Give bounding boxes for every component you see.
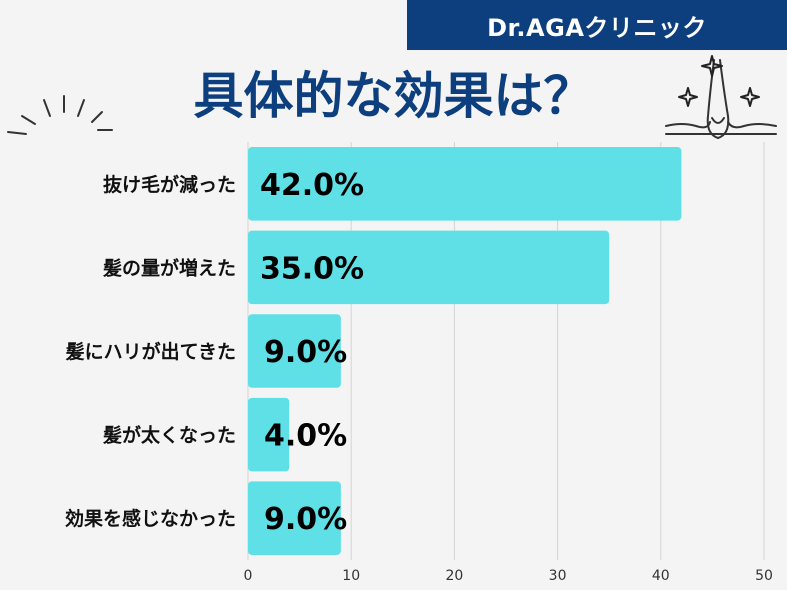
bar	[248, 147, 682, 221]
labels: 0 10 20 30 40 50 抜け毛が減った 42.0% 髪の量が増えた 35.0% 髪にハリが…	[65, 168, 773, 584]
bars	[248, 147, 682, 555]
chart-title: 具体的な効果は？	[193, 67, 594, 125]
x-tick-label: 10	[342, 568, 360, 584]
bar	[248, 481, 341, 555]
value-label: 9.0%	[264, 502, 347, 537]
x-tick-label: 0	[244, 568, 253, 584]
value-label: 4.0%	[264, 419, 347, 454]
value-label: 9.0%	[264, 335, 347, 370]
category-label: 抜け毛が減った	[103, 173, 236, 196]
bar	[248, 397, 290, 472]
category-label: 効果を感じなかった	[65, 507, 236, 530]
value-label: 42.0%	[260, 168, 364, 203]
value-label: 35.0%	[260, 251, 364, 286]
x-tick-label: 20	[445, 568, 463, 584]
bar	[248, 314, 341, 388]
bar	[248, 230, 610, 305]
brand-name: Dr.AGAクリニック	[487, 13, 707, 42]
x-tick-label: 50	[755, 568, 773, 584]
hair-follicle-sparkle-icon	[665, 55, 777, 140]
category-label: 髪の量が増えた	[102, 256, 236, 279]
x-tick-label: 30	[549, 568, 567, 584]
burst-lines-icon	[7, 95, 113, 135]
category-label: 髪が太くなった	[102, 424, 236, 447]
brand-banner: Dr.AGAクリニック	[407, 0, 787, 50]
category-label: 髪にハリが出てきた	[65, 340, 236, 363]
x-tick-label: 40	[652, 568, 670, 584]
